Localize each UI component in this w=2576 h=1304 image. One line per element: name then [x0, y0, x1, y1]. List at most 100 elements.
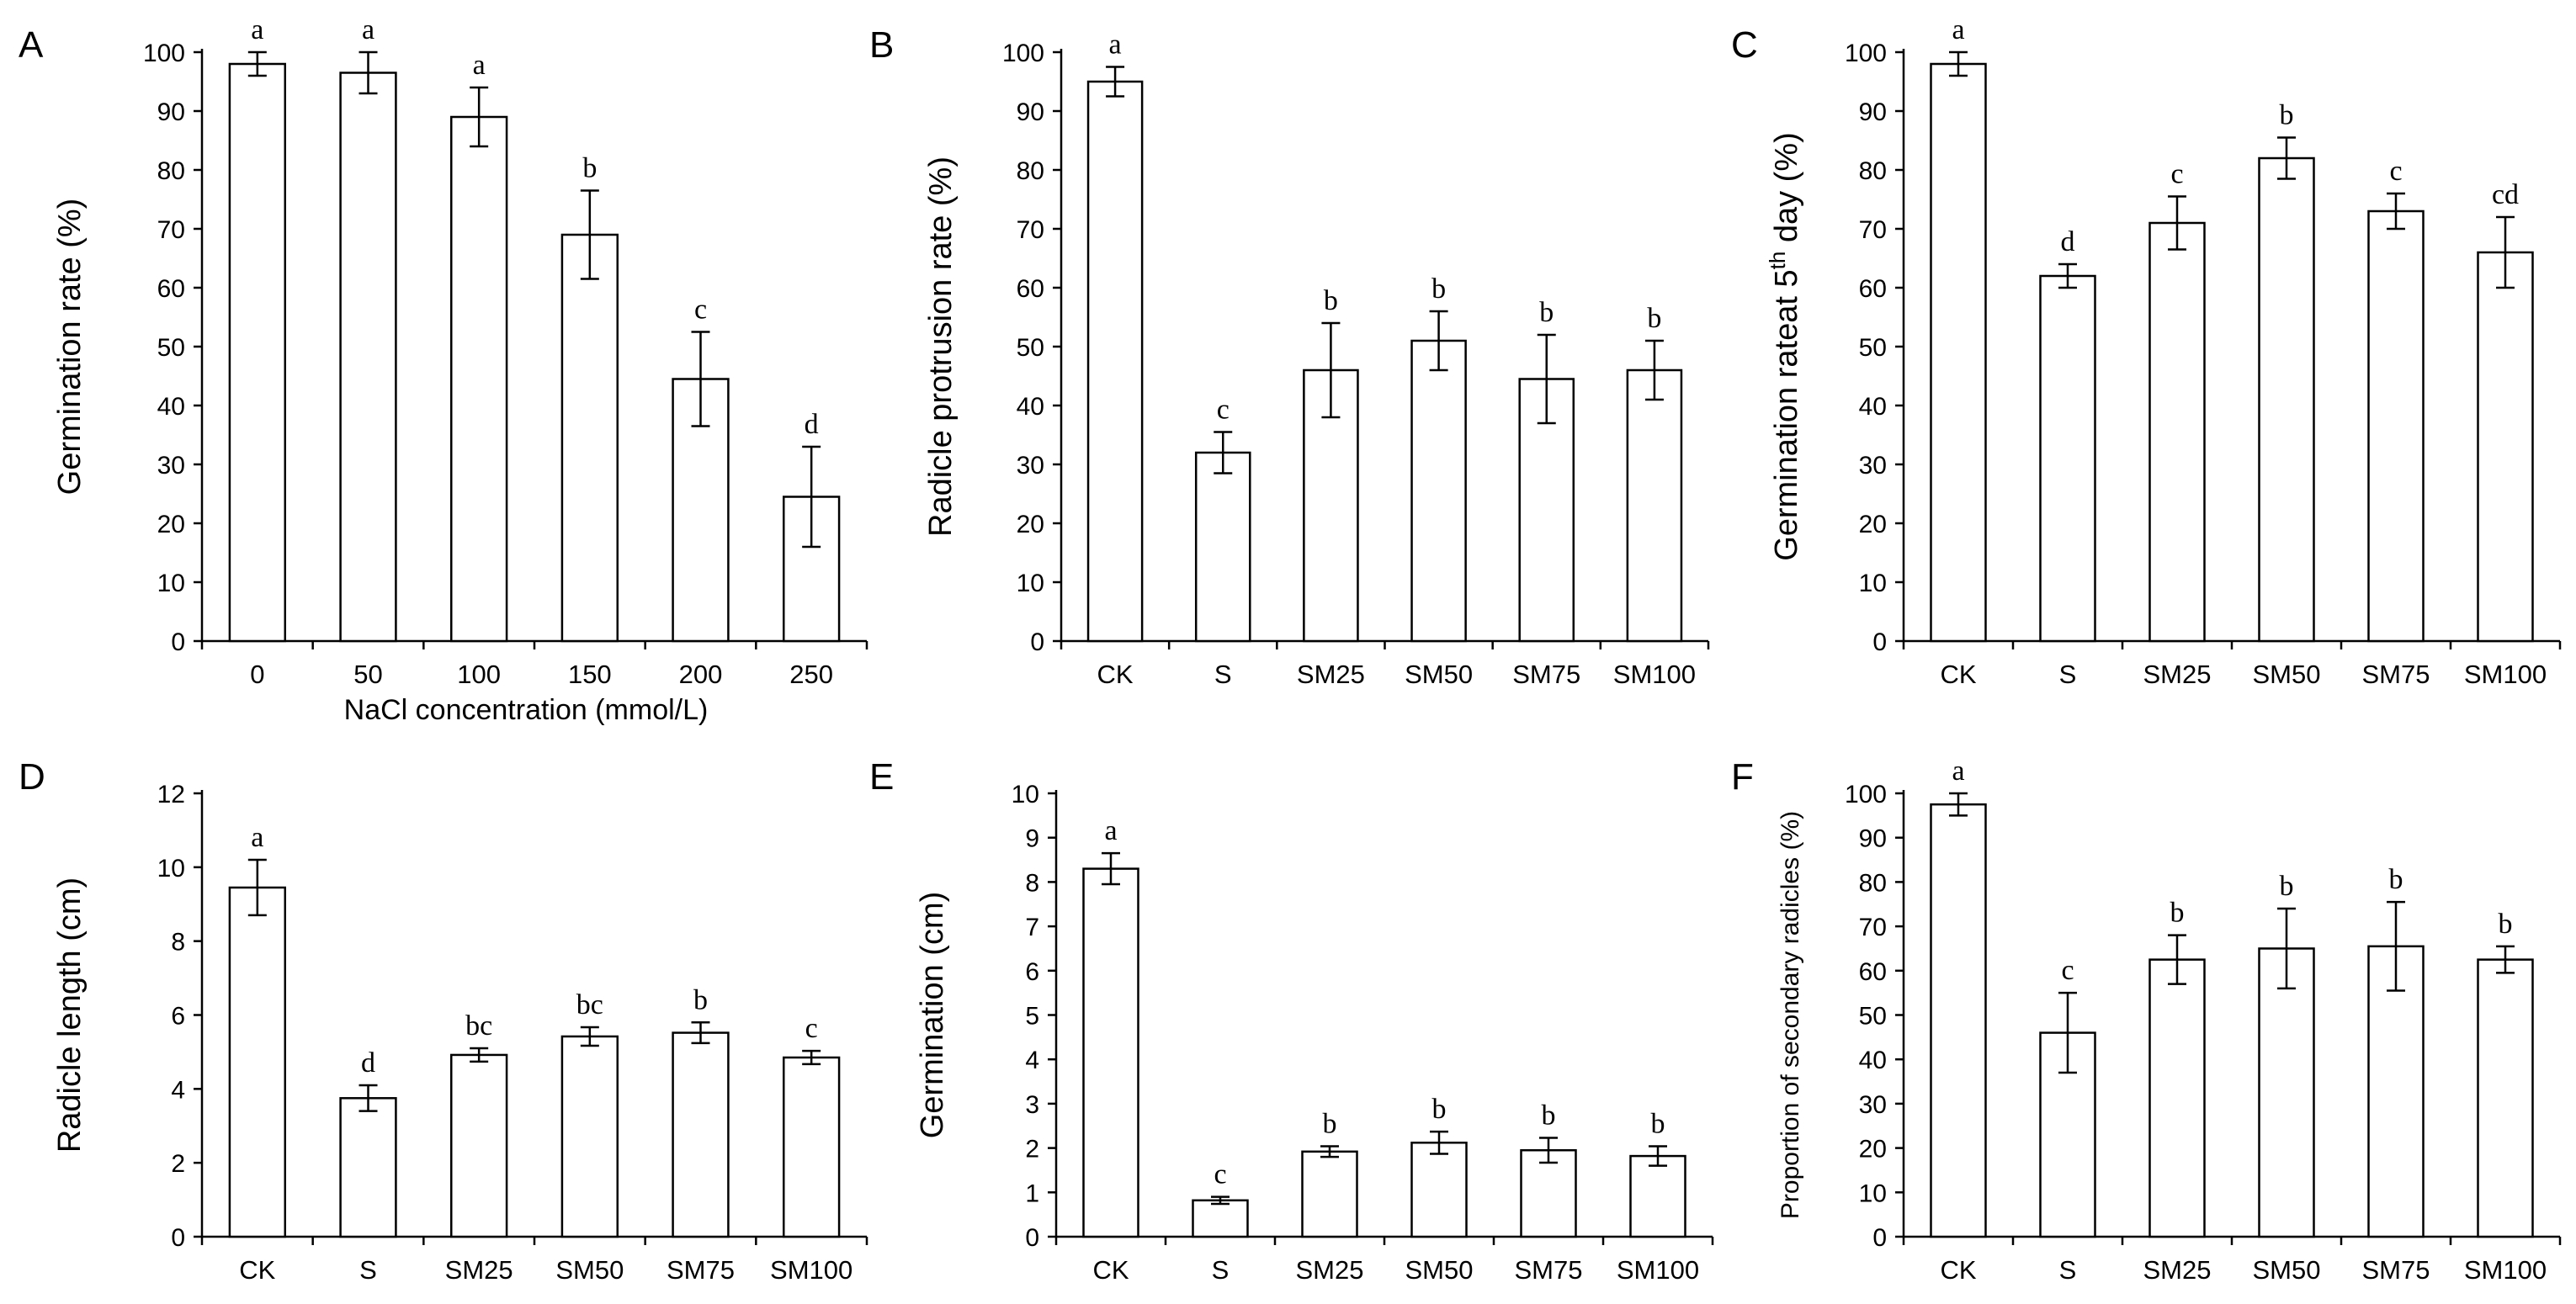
x-tick-label-a-0: 0	[250, 660, 264, 689]
y-tick-label-c: 100	[1845, 40, 1887, 67]
x-tick-label-e-2: SM25	[1296, 1255, 1364, 1285]
bar-b-5	[1626, 368, 1683, 643]
y-tick-label-b: 90	[1017, 98, 1044, 126]
bar-c-1	[2039, 274, 2096, 643]
x-tick-label-c-3: SM50	[2253, 660, 2321, 689]
significance-letter-f-0: a	[1952, 755, 1964, 787]
y-tick-label-b: 70	[1017, 216, 1044, 244]
panel-d: D 0 2 4 6 8 10 12 a CK d Sbc SM25 bc SM50 b SM75 c SM100 Ra…	[19, 756, 868, 1285]
bar-c-3	[2258, 156, 2315, 643]
significance-letter-a-0: a	[251, 14, 263, 45]
x-tick-label-b-0: CK	[1097, 660, 1134, 689]
bar-c-0	[1930, 62, 1987, 643]
bar-e-1	[1192, 1199, 1249, 1238]
bar-e-4	[1520, 1148, 1577, 1238]
y-tick-label-f: 30	[1859, 1091, 1887, 1119]
significance-letter-f-5: b	[2499, 909, 2513, 940]
y-axis-title-c: Germination rateat 5th day (%)	[1765, 132, 1804, 561]
significance-letter-b-5: b	[1647, 303, 1661, 334]
x-tick-label-d-5: SM100	[770, 1255, 852, 1285]
significance-letter-d-0: a	[251, 822, 263, 853]
y-tick-label-c: 0	[1872, 628, 1887, 656]
bar-f-0	[1930, 803, 1987, 1238]
significance-letter-c-1: d	[2061, 226, 2075, 257]
y-tick-label-f: 40	[1859, 1047, 1887, 1074]
panel-letter-d: D	[19, 756, 45, 798]
x-tick-label-a-5: 250	[789, 660, 833, 689]
y-tick-label-c: 30	[1859, 452, 1887, 480]
x-tick-label-c-0: CK	[1940, 660, 1976, 689]
significance-letter-b-2: b	[1324, 285, 1338, 316]
y-tick-label-b: 20	[1017, 511, 1044, 538]
y-tick-label-c: 40	[1859, 393, 1887, 421]
bar-c-2	[2148, 221, 2206, 643]
bar-f-3	[2258, 947, 2315, 1238]
significance-letter-c-3: b	[2280, 100, 2294, 131]
panel-a: A 0 10 20 30 40 50 60 70 80 90 100 a 0 a 50 a 100 b 150 c 200…	[19, 14, 868, 726]
bar-e-0	[1082, 867, 1139, 1238]
y-tick-label-a: 0	[171, 628, 185, 656]
bar-b-0	[1086, 80, 1144, 643]
x-tick-label-e-3: SM50	[1405, 1255, 1474, 1285]
panel-c: C 0 10 20 30 40 50 60 70 80 90 100 a CK d Sc SM25 b SM50 c S…	[1731, 14, 2562, 689]
significance-letter-f-3: b	[2280, 871, 2294, 902]
bar-c-5	[2477, 251, 2534, 643]
x-tick-label-a-4: 200	[679, 660, 723, 689]
y-tick-label-a: 60	[157, 275, 185, 303]
y-tick-label-a: 30	[157, 452, 185, 480]
panel-b: B 0 10 20 30 40 50 60 70 80 90 100 a CK c Sb SM25 b SM50 b S…	[869, 24, 1710, 689]
x-tick-label-d-3: SM50	[555, 1255, 624, 1285]
y-tick-label-d: 2	[171, 1150, 185, 1178]
x-tick-label-b-4: SM75	[1512, 660, 1580, 689]
significance-letter-d-5: c	[805, 1013, 818, 1044]
y-tick-label-a: 100	[143, 40, 185, 67]
y-tick-label-b: 0	[1030, 628, 1044, 656]
x-tick-label-b-2: SM25	[1297, 660, 1365, 689]
y-tick-label-e: 7	[1025, 914, 1039, 941]
x-tick-label-c-1: S	[2059, 660, 2077, 689]
significance-letter-f-1: c	[2061, 955, 2074, 986]
x-tick-label-e-5: SM100	[1617, 1255, 1699, 1285]
bar-b-3	[1410, 339, 1467, 643]
significance-letter-e-0: a	[1104, 815, 1117, 846]
significance-letter-b-3: b	[1431, 273, 1446, 305]
significance-letter-a-1: a	[362, 14, 374, 45]
y-axis-title-f: Proportion of secondary radicles (%)	[1777, 811, 1804, 1219]
x-tick-label-d-2: SM25	[445, 1255, 513, 1285]
y-tick-label-b: 100	[1002, 40, 1044, 67]
y-tick-label-a: 50	[157, 334, 185, 362]
y-tick-label-f: 80	[1859, 869, 1887, 897]
bar-f-5	[2477, 958, 2534, 1238]
x-tick-label-f-3: SM50	[2253, 1255, 2321, 1285]
y-tick-label-e: 4	[1025, 1047, 1039, 1074]
y-tick-label-c: 20	[1859, 511, 1887, 538]
bar-a-0	[228, 62, 286, 643]
bar-d-4	[672, 1031, 730, 1238]
significance-letter-f-2: b	[2170, 898, 2185, 929]
y-tick-label-a: 90	[157, 98, 185, 126]
x-tick-label-c-5: SM100	[2464, 660, 2547, 689]
y-tick-label-e: 10	[1012, 781, 1039, 808]
x-tick-label-a-1: 50	[353, 660, 382, 689]
significance-letter-e-3: b	[1432, 1094, 1447, 1125]
y-tick-label-b: 30	[1017, 452, 1044, 480]
y-axis-title-b: Radicle protrusion rate (%)	[923, 156, 959, 537]
x-tick-label-e-4: SM75	[1515, 1255, 1583, 1285]
x-tick-label-a-3: 150	[568, 660, 612, 689]
significance-letter-f-4: b	[2389, 864, 2403, 895]
y-tick-label-e: 0	[1025, 1224, 1039, 1252]
y-tick-label-b: 40	[1017, 393, 1044, 421]
significance-letter-d-4: b	[693, 984, 708, 1015]
significance-letter-c-0: a	[1952, 14, 1964, 45]
y-tick-label-c: 70	[1859, 216, 1887, 244]
y-tick-label-e: 3	[1025, 1091, 1039, 1119]
y-tick-label-c: 60	[1859, 275, 1887, 303]
significance-letter-c-2: c	[2170, 159, 2183, 190]
x-tick-label-f-0: CK	[1940, 1255, 1976, 1285]
significance-letter-a-3: b	[582, 153, 597, 184]
x-tick-label-d-1: S	[359, 1255, 377, 1285]
panel-e: E 0 1 2 3 4 5 6 7 8 9 10 a CK c Sb SM25 b SM50 b SM75 b SM100 G…	[869, 756, 1714, 1285]
significance-letter-d-3: bc	[576, 989, 603, 1020]
y-tick-label-d: 10	[157, 855, 185, 883]
